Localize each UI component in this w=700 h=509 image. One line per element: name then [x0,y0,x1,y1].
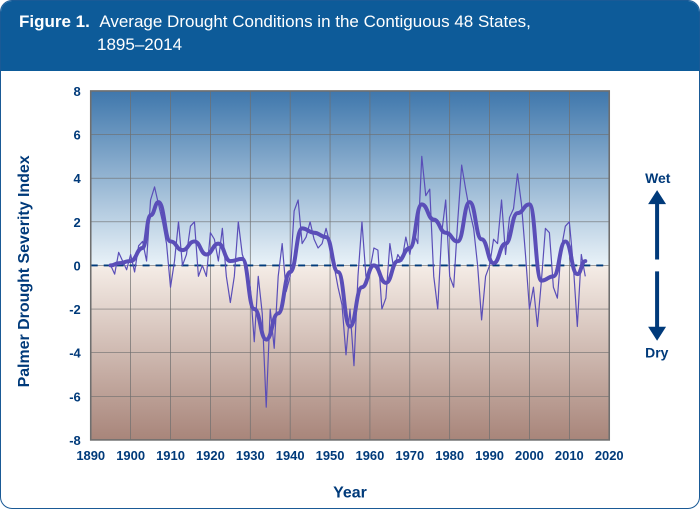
y-axis-title: Palmer Drought Severity Index [16,155,33,387]
chart-body: Palmer Drought Severity Index Year -8-6-… [1,67,699,508]
wet-dry-annotation: Wet Dry [645,170,671,360]
y-tick-label: 2 [74,215,81,230]
x-tick-label: 1950 [316,448,345,463]
x-tick-label: 1910 [156,448,185,463]
x-axis-title: Year [333,485,367,502]
wet-label: Wet [645,170,671,186]
dry-label: Dry [645,345,668,361]
x-tick-label: 1930 [236,448,265,463]
figure-card: Figure 1. Average Drought Conditions in … [0,0,700,509]
y-tick-label: -4 [69,346,81,361]
x-tick-label: 2000 [515,448,544,463]
x-tick-label: 1940 [276,448,305,463]
y-tick-label: -8 [69,433,81,448]
y-tick-label: -6 [69,389,81,404]
x-tick-label: 1970 [395,448,424,463]
figure-header: Figure 1. Average Drought Conditions in … [1,1,699,71]
y-tick-label: -2 [69,302,81,317]
dry-arrow-icon [648,271,666,340]
figure-title-line1: Average Drought Conditions in the Contig… [99,12,531,31]
x-tick-label: 1990 [475,448,504,463]
x-tick-label: 1980 [435,448,464,463]
y-tick-label: 8 [74,84,81,99]
y-tick-label: 0 [74,258,81,273]
x-tick-label: 2020 [595,448,624,463]
y-tick-label: 4 [74,171,82,186]
x-tick-label: 1890 [76,448,105,463]
x-tick-label: 2010 [555,448,584,463]
wet-arrow-icon [648,190,666,259]
figure-title-line2: 1895–2014 [97,34,681,57]
figure-label: Figure 1. [19,12,90,31]
pdsi-chart: Palmer Drought Severity Index Year -8-6-… [1,67,699,509]
y-tick-label: 6 [74,128,81,143]
x-tick-label: 1900 [116,448,145,463]
plot-area: -8 -6 -4 -2 0 2 4 6 8 1890 1900 1910 1920 1930 1940 195… [69,84,623,463]
x-tick-label: 1920 [196,448,225,463]
x-tick-label: 1960 [356,448,385,463]
